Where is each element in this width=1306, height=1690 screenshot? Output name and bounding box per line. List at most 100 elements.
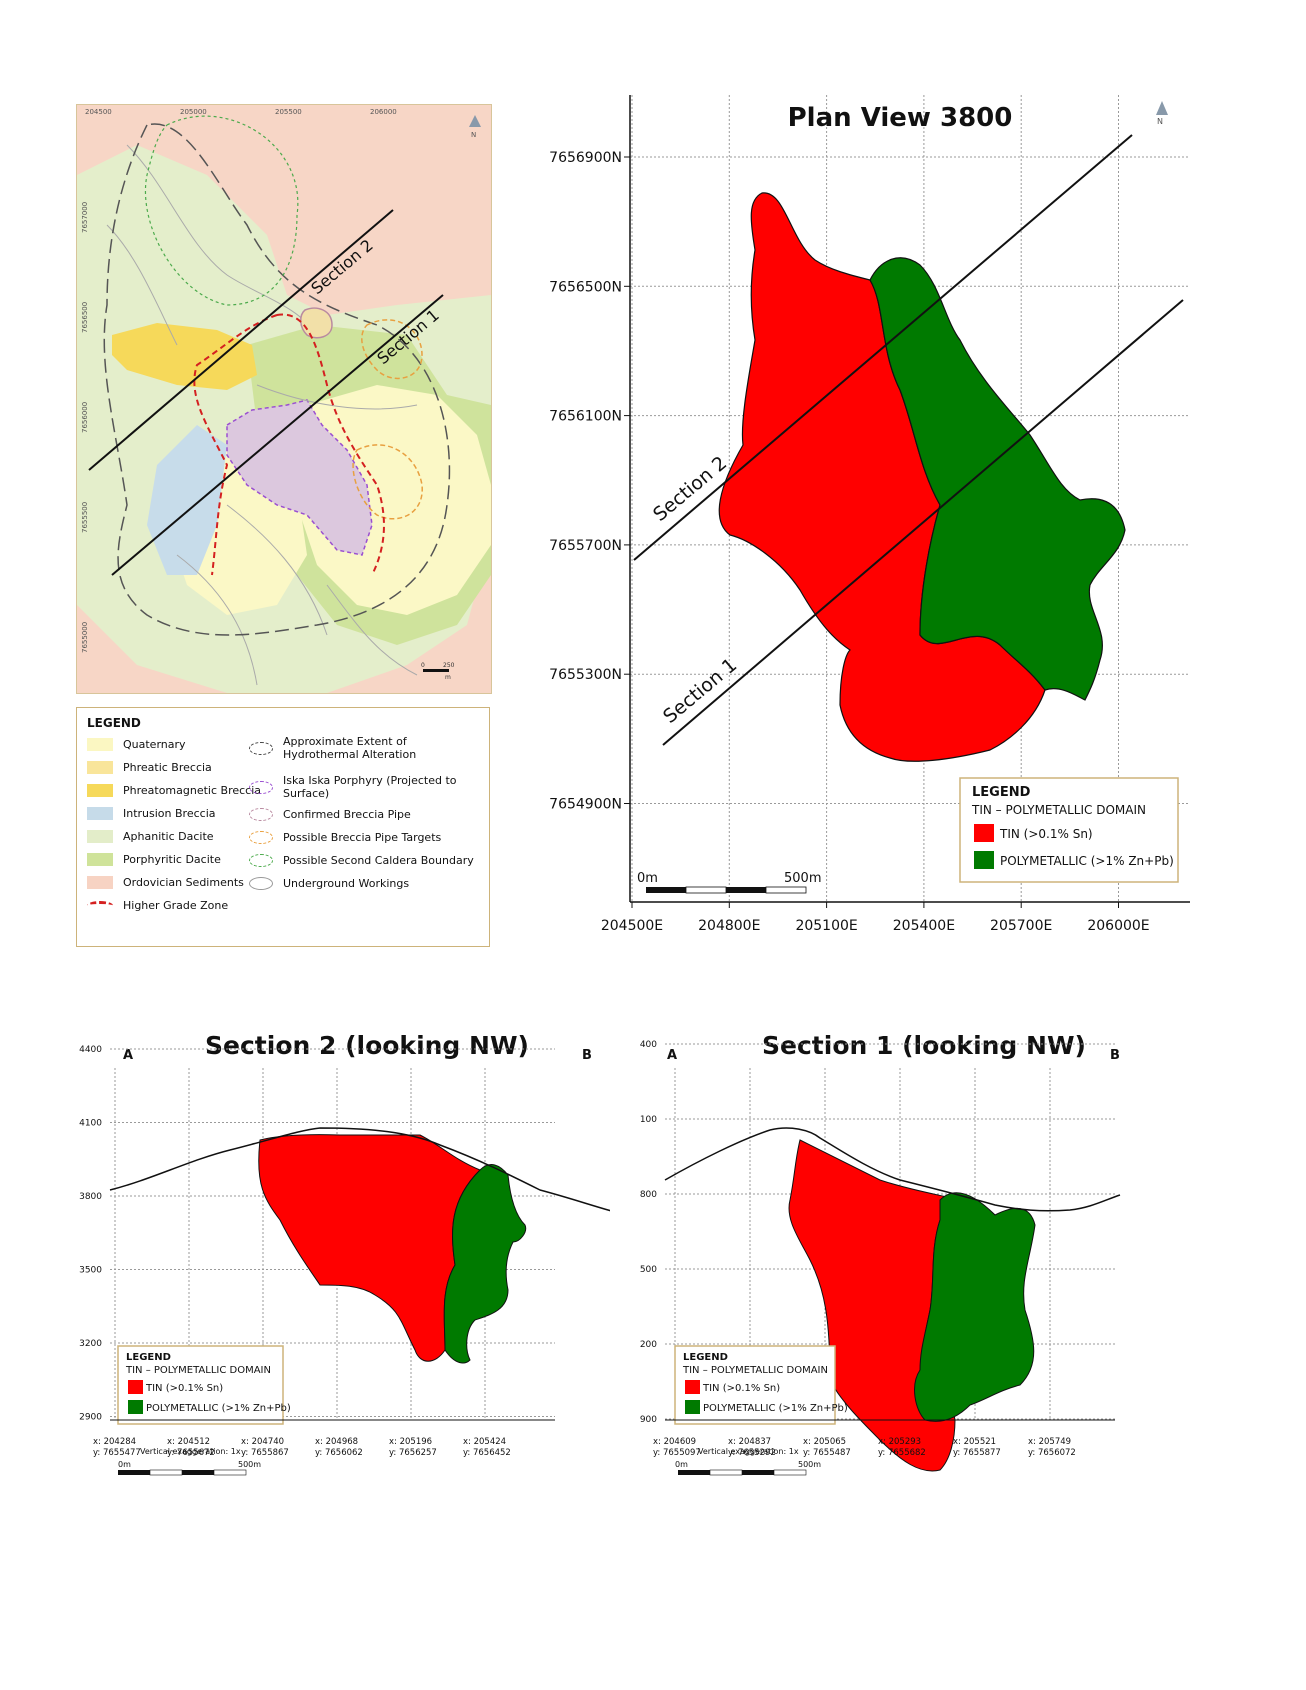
section2-x-tick-label: y: 7655477 (93, 1448, 141, 1458)
legend-swatch (87, 853, 113, 866)
section2-legend-subtitle: TIN – POLYMETALLIC DOMAIN (125, 1365, 271, 1376)
legend-item: Possible Breccia Pipe Targets (249, 831, 481, 844)
section1-y-tick-label: 4400 (640, 1040, 657, 1050)
legend-item: Phreatomagnetic Breccia (87, 784, 261, 797)
legend-item: Higher Grade Zone (87, 899, 228, 912)
geo-top-tick: 204500 (85, 108, 112, 116)
phreatomagnetic-breccia-area (112, 323, 257, 390)
section1-scale-end: 500m (798, 1460, 821, 1469)
section2-x-tick-label: x: 204740 (241, 1437, 284, 1447)
legend-swatch (249, 831, 273, 844)
section2-label: Section 2 (307, 235, 376, 298)
geo-left-tick: 7656500 (81, 302, 89, 333)
section2-title: Section 2 (looking NW) (205, 1031, 529, 1060)
section1-scale-start: 0m (675, 1460, 688, 1469)
breccia-target-1 (361, 319, 423, 380)
legend-label: Aphanitic Dacite (123, 830, 214, 843)
legend-label: Confirmed Breccia Pipe (283, 808, 411, 821)
plan-title: Plan View 3800 (788, 103, 1013, 133)
section1-view: Section 1 (looking NW) A B LEGEND TIN – … (640, 1031, 1121, 1476)
section2-x-tick-label: x: 204284 (93, 1437, 136, 1447)
legend-label: Approximate Extent of Hydrothermal Alter… (283, 735, 417, 761)
section2-end-b: B (582, 1048, 592, 1063)
section2-scale-bar (118, 1469, 247, 1476)
section1-x-tick-label: x: 204609 (653, 1437, 696, 1447)
section1-y-tick-label: 2900 (640, 1415, 657, 1425)
section1-end-a: A (667, 1048, 677, 1063)
section2-y-tick-label: 2900 (79, 1413, 102, 1423)
section2-y-tick-label: 3800 (79, 1192, 102, 1202)
higher-grade-zone (193, 313, 385, 576)
section1-x-tick-label: y: 7656072 (1028, 1448, 1076, 1458)
legend-label: Phreatomagnetic Breccia (123, 784, 262, 797)
plan-scale-bar (646, 886, 807, 894)
geo-top-tick: 205000 (180, 108, 207, 116)
plan-north-arrow-icon (1156, 101, 1168, 115)
section2-legend-title: LEGEND (126, 1352, 171, 1363)
legend-swatch (249, 741, 273, 755)
geo-scale-unit: m (445, 674, 451, 681)
geo-left-tick: 7657000 (81, 202, 89, 233)
section2-scale-end: 500m (238, 1460, 261, 1469)
section2-x-tick-label: y: 7655867 (241, 1448, 289, 1458)
section2-x-tick-label: y: 7655672 (167, 1448, 215, 1458)
legend-item: Aphanitic Dacite (87, 830, 214, 843)
legend-label: Underground Workings (283, 877, 410, 890)
section1-legend-tin-swatch (685, 1380, 700, 1394)
legend-label: Porphyritic Dacite (123, 853, 221, 866)
section1-x-tick-label: x: 205749 (1028, 1437, 1071, 1447)
legend-swatch (87, 876, 113, 889)
section1-x-tick-label: y: 7655487 (803, 1448, 851, 1458)
plan-polymetallic-domain (869, 257, 1126, 701)
plan-y-tick-label: 7655700N (549, 538, 622, 554)
geo-top-tick: 205500 (275, 108, 302, 116)
geology-legend: LEGEND Quaternary Phreatic Breccia Phreato… (76, 707, 490, 947)
plan-legend-tin-swatch (974, 824, 994, 842)
plan-legend-subtitle: TIN – POLYMETALLIC DOMAIN (971, 803, 1146, 817)
legend-swatch (87, 830, 113, 843)
geo-left-tick: 7655000 (81, 622, 89, 653)
plan-legend-title: LEGEND (972, 785, 1031, 800)
section1-y-tick-label: 3800 (640, 1190, 657, 1200)
legend-label: Iska Iska Porphyry (Projected to Surface… (283, 774, 457, 800)
section1-y-tick-label: 4100 (640, 1115, 657, 1125)
section1-legend-tin: TIN (>0.1% Sn) (702, 1383, 780, 1394)
plan-view: Section 2 Section 1 Plan View 3800 N 0m … (549, 95, 1190, 934)
underground-workings (106, 144, 418, 686)
legend-swatch (87, 738, 113, 751)
section2-x-tick-label: x: 205424 (463, 1437, 506, 1447)
plan-scale-start: 0m (637, 871, 658, 886)
legend-item: Porphyritic Dacite (87, 853, 221, 866)
geo-left-tick: 7655500 (81, 502, 89, 533)
section2-legend-tin-swatch (128, 1380, 143, 1394)
plan-x-tick-label: 206000E (1087, 918, 1149, 934)
plan-x-tick-label: 204500E (601, 918, 663, 934)
section1-x-tick-label: x: 204837 (728, 1437, 771, 1447)
legend-swatch (249, 877, 273, 890)
legend-item: Confirmed Breccia Pipe (249, 808, 481, 821)
plan-y-tick-label: 7656500N (549, 279, 622, 295)
section2-x-tick-label: x: 204968 (315, 1437, 358, 1447)
section1-legend-subtitle: TIN – POLYMETALLIC DOMAIN (682, 1365, 828, 1376)
confirmed-breccia-pipe (300, 307, 333, 339)
section1-x-tick-label: x: 205065 (803, 1437, 846, 1447)
geology-legend-title: LEGEND (87, 716, 141, 730)
legend-label: Ordovician Sediments (123, 876, 244, 889)
legend-swatch (87, 901, 113, 910)
geo-scale-end: 250 (443, 662, 455, 669)
section1-x-tick-label: y: 7655877 (953, 1448, 1001, 1458)
section1-scale-bar (678, 1469, 807, 1476)
section2-scale-start: 0m (118, 1460, 131, 1469)
section2-y-tick-label: 3200 (79, 1339, 102, 1349)
legend-label: Phreatic Breccia (123, 761, 212, 774)
intrusion-breccia-area (147, 425, 227, 575)
geo-north-label: N (471, 131, 476, 139)
section2-polymetallic-domain (443, 1164, 527, 1364)
alteration-extent (103, 123, 451, 636)
plan-north-label: N (1157, 117, 1163, 126)
legend-swatch (249, 854, 273, 867)
section2-x-tick-label: y: 7656257 (389, 1448, 437, 1458)
section1-x-tick-label: x: 205521 (953, 1437, 996, 1447)
section2-x-tick-label: y: 7656062 (315, 1448, 363, 1458)
legend-item: Intrusion Breccia (87, 807, 216, 820)
